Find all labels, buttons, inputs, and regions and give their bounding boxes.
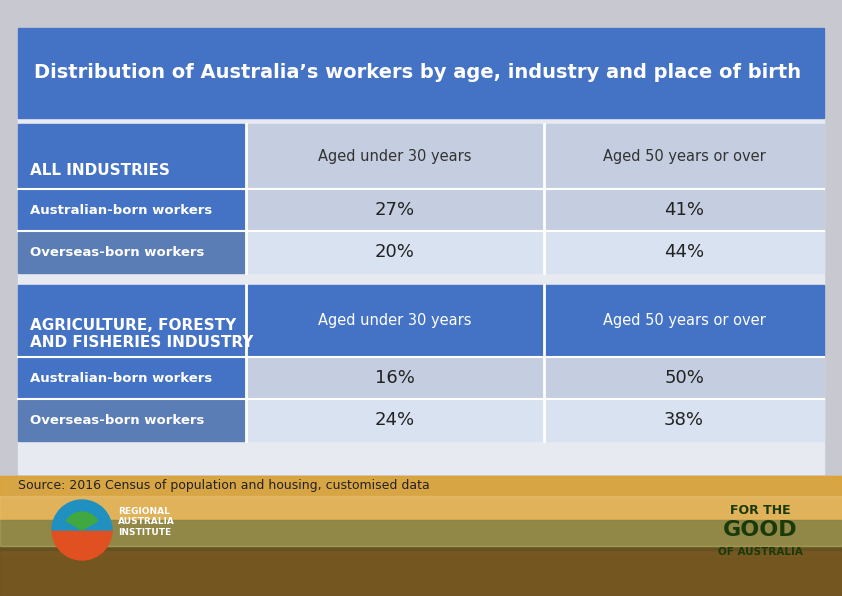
Bar: [0, 476, 842, 596]
Bar: [18, 28, 824, 474]
Text: 41%: 41%: [664, 201, 704, 219]
Text: Overseas-born workers: Overseas-born workers: [30, 414, 205, 427]
Bar: [0, 500, 842, 520]
Text: 50%: 50%: [664, 369, 704, 387]
Text: Overseas-born workers: Overseas-born workers: [30, 246, 205, 259]
Bar: [0, 540, 842, 560]
Text: REGIONAL
AUSTRALIA
INSTITUTE: REGIONAL AUSTRALIA INSTITUTE: [118, 507, 175, 537]
Bar: [18, 285, 246, 357]
Bar: [246, 285, 544, 357]
Bar: [18, 399, 246, 441]
Text: Australian-born workers: Australian-born workers: [30, 203, 212, 216]
Bar: [544, 285, 824, 357]
Bar: [246, 357, 544, 399]
Bar: [0, 496, 842, 546]
Bar: [246, 399, 544, 441]
Text: 27%: 27%: [375, 201, 415, 219]
Bar: [18, 124, 246, 189]
Bar: [544, 189, 824, 231]
Text: 38%: 38%: [664, 411, 704, 429]
Text: 24%: 24%: [375, 411, 415, 429]
Text: Aged under 30 years: Aged under 30 years: [318, 313, 472, 328]
Bar: [544, 231, 824, 273]
Wedge shape: [52, 530, 112, 560]
Text: Australian-born workers: Australian-born workers: [30, 371, 212, 384]
Bar: [544, 357, 824, 399]
Bar: [18, 357, 246, 399]
Wedge shape: [67, 512, 98, 530]
Bar: [544, 124, 824, 189]
Bar: [0, 560, 842, 596]
Text: AGRICULTURE, FORESTY
AND FISHERIES INDUSTRY: AGRICULTURE, FORESTY AND FISHERIES INDUS…: [30, 318, 253, 350]
Bar: [18, 231, 246, 273]
Bar: [246, 124, 544, 189]
Wedge shape: [52, 500, 112, 530]
Text: FOR THE: FOR THE: [730, 504, 791, 517]
Bar: [0, 476, 842, 500]
Text: GOOD: GOOD: [722, 520, 797, 540]
Bar: [544, 399, 824, 441]
Bar: [0, 476, 842, 556]
Bar: [0, 548, 842, 596]
Bar: [18, 28, 824, 118]
Text: OF AUSTRALIA: OF AUSTRALIA: [717, 547, 802, 557]
Bar: [0, 520, 842, 550]
Bar: [246, 189, 544, 231]
Text: 44%: 44%: [664, 243, 704, 261]
Bar: [246, 231, 544, 273]
Text: Aged under 30 years: Aged under 30 years: [318, 149, 472, 164]
Text: Distribution of Australia’s workers by age, industry and place of birth: Distribution of Australia’s workers by a…: [34, 64, 801, 82]
Bar: [18, 189, 246, 231]
Text: 16%: 16%: [375, 369, 415, 387]
Text: Aged 50 years or over: Aged 50 years or over: [603, 313, 765, 328]
Text: Aged 50 years or over: Aged 50 years or over: [603, 149, 765, 164]
Text: ALL INDUSTRIES: ALL INDUSTRIES: [30, 163, 170, 178]
Bar: [0, 520, 842, 540]
Text: Source: 2016 Census of population and housing, customised data: Source: 2016 Census of population and ho…: [18, 479, 429, 492]
Text: 20%: 20%: [375, 243, 415, 261]
